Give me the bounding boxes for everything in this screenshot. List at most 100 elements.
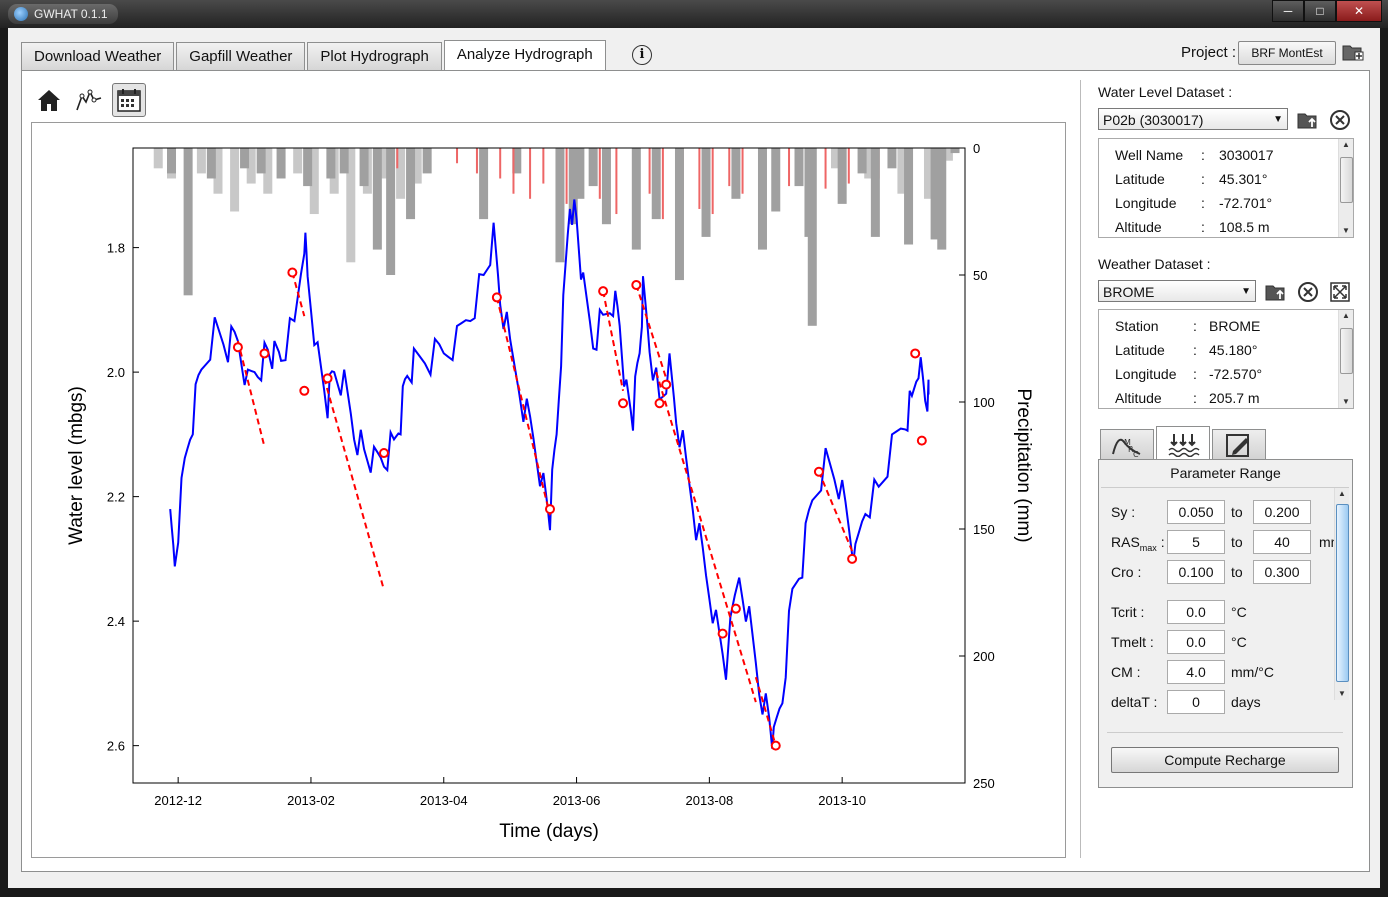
- cm-input[interactable]: 4.0: [1167, 660, 1225, 684]
- maximize-button[interactable]: □: [1304, 0, 1336, 22]
- precip-bar: [246, 148, 256, 184]
- water-level-info-scrollbar[interactable]: ▲ ▼: [1338, 139, 1353, 237]
- hydrograph-chart: 1.8 2.0 2.2 2.4 2.6 0 50 100 150 200 250 2012-12 201…: [66, 141, 1034, 842]
- mrc-curve-icon[interactable]: [72, 83, 106, 117]
- remove-weather-icon[interactable]: [1297, 281, 1319, 303]
- precip-bar: [831, 148, 841, 169]
- home-icon[interactable]: [32, 83, 66, 117]
- new-project-icon[interactable]: [1342, 42, 1364, 62]
- cro-max-input[interactable]: 0.300: [1253, 560, 1311, 584]
- precip-bar: [937, 148, 947, 250]
- y-tick-label: 1.8: [107, 241, 125, 256]
- y2-tick-label: 150: [973, 522, 995, 537]
- precip-bar: [196, 148, 206, 174]
- weather-dataset-combo[interactable]: BROME ▼: [1098, 280, 1256, 302]
- precip-bar: [422, 148, 432, 174]
- scroll-thumb[interactable]: [1340, 328, 1353, 374]
- tab-plot-hydrograph[interactable]: Plot Hydrograph: [307, 42, 442, 71]
- weather-info: Station: BROME Latitude:45.180° Longitude…: [1098, 309, 1354, 409]
- svg-text:C: C: [1133, 450, 1139, 458]
- plot-toolbar: [32, 83, 146, 117]
- water-level-dataset-value: P02b (3030017): [1103, 112, 1204, 128]
- y2-tick-label: 200: [973, 649, 995, 664]
- precip-bar: [213, 148, 223, 194]
- tmelt-input[interactable]: 0.0: [1167, 630, 1225, 654]
- x-tick-label: 2012-12: [154, 793, 202, 808]
- precip-bar: [386, 148, 396, 275]
- import-weather-icon[interactable]: [1265, 281, 1287, 303]
- cro-min-input[interactable]: 0.100: [1167, 560, 1225, 584]
- close-button[interactable]: ✕: [1336, 0, 1382, 22]
- tab-analyze-hydrograph[interactable]: Analyze Hydrograph: [443, 40, 606, 72]
- deltat-row: deltaT : 0 days: [1111, 690, 1349, 714]
- info-row: Altitude:205.7 m: [1115, 390, 1260, 406]
- scroll-down-icon[interactable]: ▼: [1342, 226, 1350, 235]
- precip-bar: [870, 148, 880, 237]
- water-level-dataset-combo[interactable]: P02b (3030017) ▼: [1098, 108, 1288, 130]
- precip-bar: [396, 148, 399, 169]
- expand-weather-icon[interactable]: [1329, 281, 1351, 303]
- rasmax-max-input[interactable]: 40: [1253, 530, 1311, 554]
- deltat-input[interactable]: 0: [1167, 690, 1225, 714]
- mrc-segment: [236, 340, 266, 448]
- sy-min-input[interactable]: 0.050: [1167, 500, 1225, 524]
- precip-bar: [568, 148, 578, 225]
- info-row: Well Name:3030017: [1115, 147, 1274, 163]
- parameter-range-title: Parameter Range: [1170, 465, 1281, 481]
- precip-bar: [794, 148, 804, 187]
- rasmax-min-input[interactable]: 5: [1167, 530, 1225, 554]
- precip-bar: [512, 148, 515, 194]
- rasmax-label: RASmax :: [1111, 534, 1165, 553]
- scroll-down-icon[interactable]: ▼: [1342, 397, 1350, 406]
- compute-recharge-button[interactable]: Compute Recharge: [1111, 747, 1339, 773]
- mrc-point: [631, 279, 642, 290]
- hydrograph-plot[interactable]: 1.8 2.0 2.2 2.4 2.6 0 50 100 150 200 250 2012-12 201…: [31, 122, 1066, 858]
- rasmax-to-label: to: [1231, 534, 1243, 550]
- mrc-segment: [817, 471, 857, 560]
- tab-edit[interactable]: [1212, 429, 1266, 460]
- tab-download-weather[interactable]: Download Weather: [21, 42, 175, 71]
- cm-row: CM : 4.0 mm/°C: [1111, 660, 1349, 684]
- info-icon[interactable]: i: [632, 45, 652, 65]
- mrc-segment: [754, 676, 777, 746]
- scroll-up-icon[interactable]: ▲: [1342, 311, 1350, 320]
- weather-info-scrollbar[interactable]: ▲ ▼: [1338, 310, 1353, 408]
- precip-bar: [923, 148, 933, 199]
- cro-label: Cro :: [1111, 564, 1142, 580]
- parameter-vscrollbar[interactable]: ▲ ▼: [1334, 488, 1349, 700]
- project-label: Project :: [1181, 44, 1237, 61]
- water-level-info: Well Name:3030017 Latitude:45.301° Longi…: [1098, 138, 1354, 238]
- precip-bar: [326, 148, 336, 179]
- calendar-icon[interactable]: [112, 83, 146, 117]
- mrc-point: [654, 398, 665, 409]
- precip-bar: [837, 148, 847, 204]
- tab-gapfill-weather[interactable]: Gapfill Weather: [176, 42, 306, 71]
- import-water-level-icon[interactable]: [1297, 109, 1319, 131]
- precip-bar: [757, 148, 767, 250]
- tcrit-input[interactable]: 0.0: [1167, 600, 1225, 624]
- main-tabs: Download Weather Gapfill Weather Plot Hy…: [21, 40, 608, 72]
- scroll-up-icon[interactable]: ▲: [1342, 140, 1350, 149]
- minimize-button[interactable]: ─: [1272, 0, 1304, 22]
- mrc-point: [259, 348, 270, 359]
- mrc-segment: [602, 290, 625, 391]
- precip-bar: [206, 148, 216, 179]
- tab-recharge[interactable]: [1156, 426, 1210, 460]
- x-axis-label: Time (days): [499, 821, 599, 842]
- sy-max-input[interactable]: 0.200: [1253, 500, 1311, 524]
- scroll-down-icon[interactable]: ▼: [1338, 689, 1346, 698]
- panel-divider[interactable]: [1080, 80, 1081, 858]
- precip-bar: [379, 148, 389, 179]
- precip-bar: [412, 148, 422, 184]
- precip-bar: [230, 148, 240, 212]
- precip-bar: [372, 148, 382, 250]
- window-controls: ─ □ ✕: [1272, 0, 1382, 22]
- scroll-up-icon[interactable]: ▲: [1338, 489, 1346, 498]
- scroll-thumb[interactable]: [1336, 504, 1349, 682]
- project-button[interactable]: BRF MontEst: [1238, 41, 1336, 65]
- scroll-thumb[interactable]: [1340, 157, 1353, 203]
- mrc-segment: [323, 378, 385, 591]
- info-row: Latitude:45.180°: [1115, 342, 1258, 358]
- remove-water-level-icon[interactable]: [1329, 109, 1351, 131]
